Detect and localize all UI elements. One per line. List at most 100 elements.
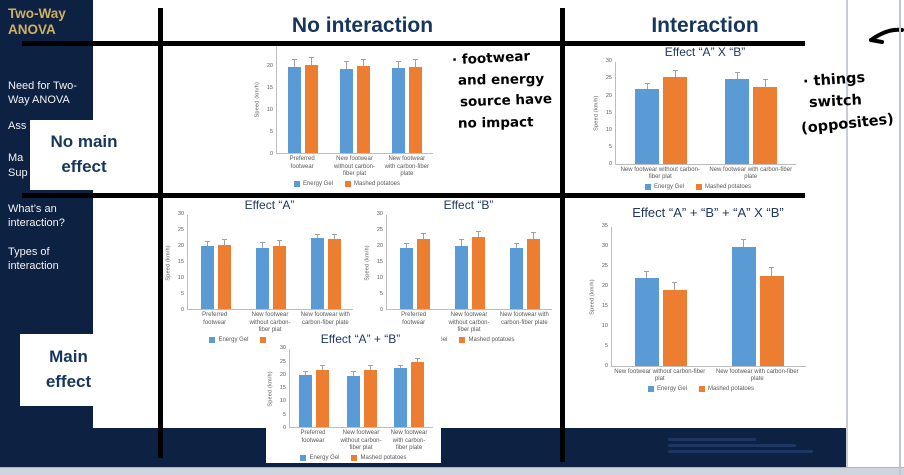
bar-energy-gel	[635, 82, 659, 164]
y-axis: 0 5 10 15 20 25 30	[372, 211, 386, 313]
error-bar	[769, 266, 774, 277]
plot-area	[611, 226, 806, 367]
y-tick-label: 30	[376, 211, 383, 218]
bar-energy-gel	[340, 61, 353, 154]
category-label: New footwear with carbon-fiber plate	[709, 166, 793, 180]
chart-effect-a-plus-b-plus-axb: Effect “A” + “B” + “A” X “B” Speed (km/h)…	[588, 205, 814, 394]
bar-group	[290, 349, 338, 428]
sidebar-title: Two-Way ANOVA	[8, 6, 66, 38]
sidebar-item-assumptions-truncated[interactable]: Ass	[8, 120, 27, 132]
error-bar	[513, 242, 519, 248]
category-label: Preferred footwear	[202, 312, 228, 326]
y-axis-label: Speed (km/h)	[165, 244, 172, 281]
y-tick-label: 10	[266, 106, 273, 113]
bar-mashed-potatoes	[471, 230, 485, 310]
chart-body: Speed (km/h) 0 5 10 15 20 25 30 35	[588, 224, 814, 369]
legend-label: Energy Gel	[653, 184, 684, 190]
viewport-right-border	[899, 0, 901, 475]
bar-energy-gel	[634, 270, 659, 366]
category-label: New footwear without carbon-fiber plat	[249, 312, 291, 333]
bar-group	[497, 215, 552, 310]
error-bar	[644, 270, 649, 279]
handwritten-line: · footwear	[451, 48, 531, 69]
bar-mashed-potatoes	[363, 365, 377, 428]
category-axis: New footwear without carbon-fiber plat Ne…	[611, 369, 814, 383]
y-tick-label: 15	[266, 85, 273, 92]
legend-item: Mashed potatoes	[459, 337, 515, 343]
bar-mashed-potatoes	[357, 59, 370, 154]
legend-item: Mashed potatoes	[344, 181, 401, 187]
plot-area	[386, 214, 552, 311]
y-tick-label: 5	[269, 128, 273, 135]
error-bar	[458, 239, 464, 246]
error-bar	[415, 357, 421, 362]
sidebar-item-need-for-two-way-anova[interactable]: Need for Two-Way ANOVA	[8, 80, 77, 106]
y-tick-label: 20	[605, 92, 612, 99]
legend-swatch	[695, 184, 702, 190]
category-label: Preferred footwear	[300, 430, 326, 444]
legend-swatch	[260, 337, 267, 343]
sidebar-item-whats-an-interaction[interactable]: What’s an interaction?	[8, 203, 65, 229]
legend-swatch	[459, 337, 466, 343]
y-tick-label: 5	[180, 290, 184, 297]
chart-title: Effect “B”	[443, 198, 494, 212]
error-bar	[420, 233, 426, 240]
bar-group	[329, 45, 381, 154]
chart-body: Speed (km/h) 0 5 10 15 20 25 30	[592, 59, 804, 166]
error-bar	[413, 59, 418, 67]
legend-label: Mashed potatoes	[360, 455, 407, 461]
error-bar	[309, 56, 314, 66]
bar-energy-gel	[392, 61, 405, 154]
y-tick-label: 20	[279, 371, 286, 378]
bar-mashed-potatoes	[327, 234, 341, 310]
y-tick-label: 15	[376, 258, 383, 265]
divider-vertical-right	[560, 8, 565, 462]
chart-effect-a-x-b: Effect “A” X “B” Speed (km/h) 0 5 10 15 20 25 30…	[592, 45, 804, 192]
error-bar	[259, 241, 265, 248]
category-label: New footwear without carbon-fiber plat	[620, 166, 700, 180]
y-tick-label: 20	[376, 242, 383, 249]
bar-energy-gel	[298, 371, 312, 428]
legend-swatch	[644, 184, 651, 190]
y-tick-label: 15	[177, 258, 184, 265]
plot-area	[289, 348, 433, 429]
legend-label: Mashed potatoes	[353, 181, 401, 187]
error-bar	[644, 82, 650, 89]
y-tick-label: 10	[279, 398, 286, 405]
chart-body: Speed (km/h) 0 5 10 15 20 25 30	[266, 346, 441, 431]
row-label-no-main-effect-text: No main effect	[50, 132, 118, 176]
bar-energy-gel	[310, 233, 324, 310]
bottom-strip	[0, 467, 904, 475]
bar-group	[188, 215, 243, 310]
sidebar-item-types-of-interaction[interactable]: Types of interaction	[8, 246, 59, 272]
y-tick-label: 25	[279, 358, 286, 365]
sidebar-item-sup-truncated[interactable]: Sup	[8, 167, 28, 179]
divider-horizontal-middle	[22, 193, 805, 198]
category-label: New footwear without carbon-fiber plat	[333, 156, 375, 177]
plot-area	[187, 214, 353, 311]
bar-mashed-potatoes	[416, 233, 430, 310]
bar-mashed-potatoes	[759, 266, 784, 366]
bar-group	[277, 45, 329, 154]
bar-group	[385, 349, 433, 428]
legend-label: Energy Gel	[218, 337, 249, 343]
handwritten-note-no-impact: · footwear and energy source have no imp…	[451, 48, 553, 134]
category-axis: New footwear without carbon-fiber plat Ne…	[615, 167, 804, 181]
legend-label: Mashed potatoes	[707, 386, 755, 392]
y-axis-label: Speed (km/h)	[267, 370, 274, 407]
category-axis: Preferred footwear New footwear without c…	[386, 312, 560, 334]
category-label: New footwear with carbon-fiber plate	[300, 312, 350, 326]
bar-mashed-potatoes	[315, 365, 329, 428]
bar-mashed-potatoes	[663, 70, 687, 164]
legend-item: Energy Gel	[209, 337, 248, 343]
y-axis: 0 5 10 15 20 25 30 35	[597, 224, 611, 369]
column-header-interaction: Interaction	[651, 14, 759, 37]
bar-group	[298, 215, 353, 310]
sidebar-item-ma-truncated[interactable]: Ma	[8, 152, 24, 164]
legend-swatch	[647, 386, 654, 392]
legend-item: Energy Gel	[300, 455, 339, 461]
bar-mashed-potatoes	[753, 78, 777, 164]
y-tick-label: 25	[601, 263, 608, 270]
legend: Energy Gel Mashed potatoes	[253, 181, 441, 189]
y-axis: 0 5 10 15 20 25 30	[275, 346, 289, 431]
